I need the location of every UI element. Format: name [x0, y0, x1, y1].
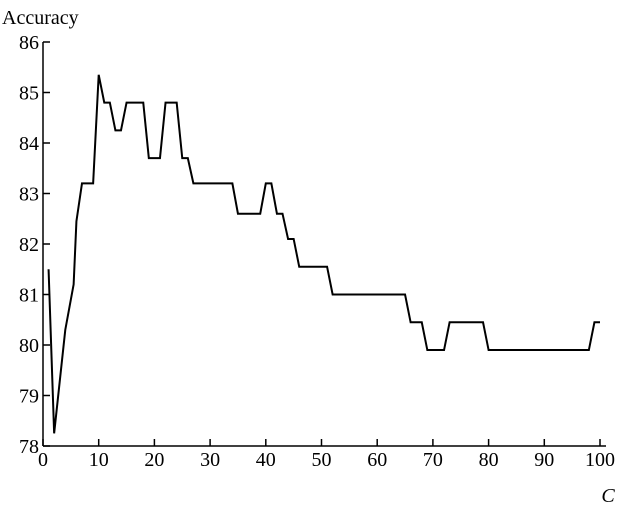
x-tick-label: 30 — [200, 449, 220, 471]
x-tick-label: 50 — [312, 449, 332, 471]
x-tick-label: 70 — [423, 449, 443, 471]
y-tick-label: 84 — [19, 133, 39, 155]
y-tick-label: 80 — [19, 335, 39, 357]
y-tick-label: 83 — [19, 184, 39, 206]
x-tick-label: 0 — [38, 449, 48, 471]
y-tick-label: 82 — [19, 234, 39, 256]
x-tick-label: 40 — [256, 449, 276, 471]
y-tick-label: 81 — [19, 285, 39, 307]
x-tick-label: 60 — [367, 449, 387, 471]
y-tick-label: 79 — [19, 386, 39, 408]
x-tick-label: 10 — [89, 449, 109, 471]
y-axis-label: Accuracy — [2, 7, 79, 29]
x-tick-label: 20 — [144, 449, 164, 471]
x-tick-label: 80 — [479, 449, 499, 471]
data-line — [47, 74, 600, 434]
x-tick-label: 100 — [585, 449, 615, 471]
y-tick-label: 85 — [19, 83, 39, 105]
x-tick-label: 90 — [534, 449, 554, 471]
y-tick-label: 78 — [19, 436, 39, 458]
y-tick-label: 86 — [19, 32, 39, 54]
x-axis-label: C — [601, 485, 615, 507]
